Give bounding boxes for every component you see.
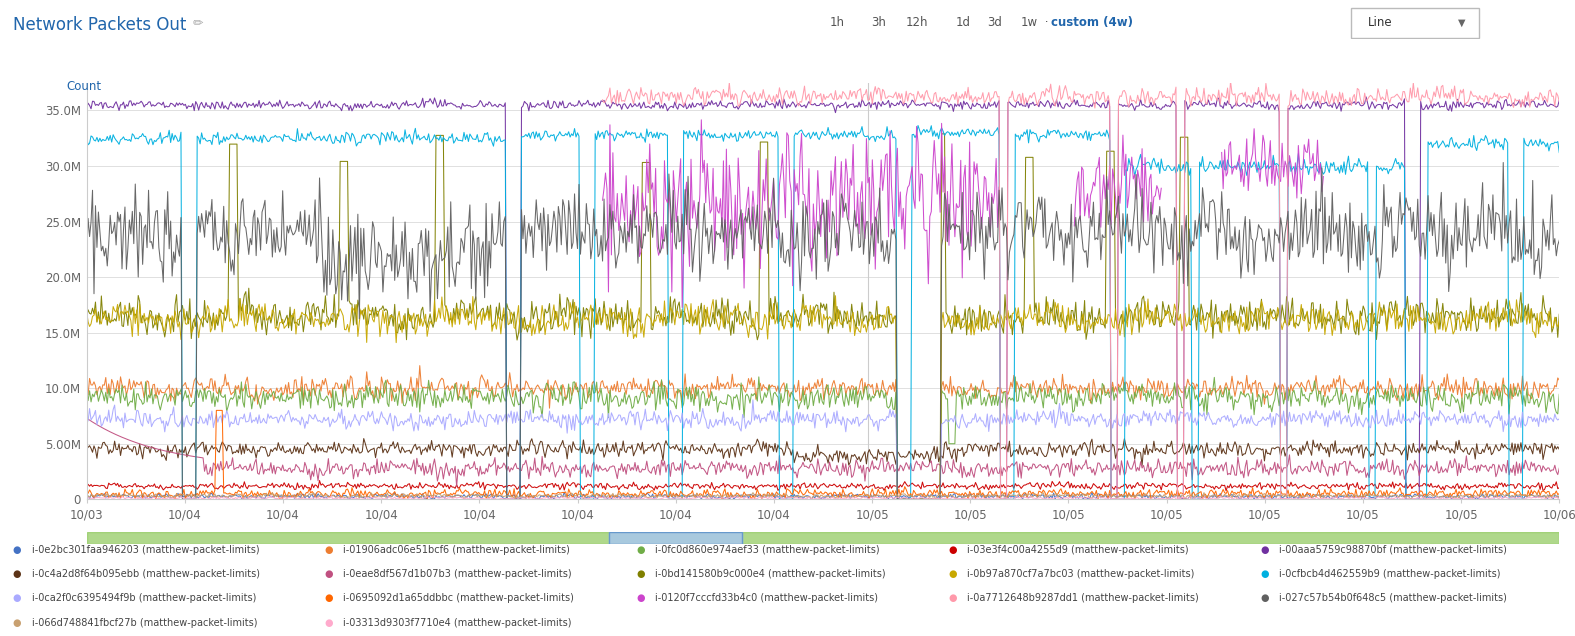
Text: i-0a7712648b9287dd1 (matthew-packet-limits): i-0a7712648b9287dd1 (matthew-packet-limi… xyxy=(967,593,1199,604)
Text: ●: ● xyxy=(13,593,20,604)
Text: i-0bd141580b9c000e4 (matthew-packet-limits): i-0bd141580b9c000e4 (matthew-packet-limi… xyxy=(655,569,885,579)
Text: i-0e2bc301faa946203 (matthew-packet-limits): i-0e2bc301faa946203 (matthew-packet-limi… xyxy=(32,545,260,555)
FancyBboxPatch shape xyxy=(1351,8,1479,38)
Text: 1w: 1w xyxy=(1021,16,1038,29)
Text: ▼: ▼ xyxy=(1458,18,1465,28)
Text: i-03e3f4c00a4255d9 (matthew-packet-limits): i-03e3f4c00a4255d9 (matthew-packet-limit… xyxy=(967,545,1189,555)
Text: ●: ● xyxy=(324,545,332,555)
Text: 1h: 1h xyxy=(830,16,846,29)
Text: ●: ● xyxy=(13,618,20,628)
Text: ●: ● xyxy=(1260,569,1268,579)
Text: ●: ● xyxy=(636,593,644,604)
Text: ●: ● xyxy=(636,569,644,579)
Text: i-0eae8df567d1b07b3 (matthew-packet-limits): i-0eae8df567d1b07b3 (matthew-packet-limi… xyxy=(343,569,572,579)
Text: i-03313d9303f7710e4 (matthew-packet-limits): i-03313d9303f7710e4 (matthew-packet-limi… xyxy=(343,618,572,628)
Text: Network Packets Out: Network Packets Out xyxy=(13,16,186,34)
Text: ·: · xyxy=(1041,16,1049,29)
Text: 12h: 12h xyxy=(906,16,928,29)
Text: i-01906adc06e51bcf6 (matthew-packet-limits): i-01906adc06e51bcf6 (matthew-packet-limi… xyxy=(343,545,570,555)
Text: ●: ● xyxy=(13,569,20,579)
Text: i-0120f7cccfd33b4c0 (matthew-packet-limits): i-0120f7cccfd33b4c0 (matthew-packet-limi… xyxy=(655,593,879,604)
Text: Count: Count xyxy=(66,80,101,92)
Text: ●: ● xyxy=(13,545,20,555)
Text: ●: ● xyxy=(324,593,332,604)
Text: i-0695092d1a65ddbbc (matthew-packet-limits): i-0695092d1a65ddbbc (matthew-packet-limi… xyxy=(343,593,575,604)
Text: i-0ca2f0c6395494f9b (matthew-packet-limits): i-0ca2f0c6395494f9b (matthew-packet-limi… xyxy=(32,593,255,604)
Text: i-0fc0d860e974aef33 (matthew-packet-limits): i-0fc0d860e974aef33 (matthew-packet-limi… xyxy=(655,545,880,555)
Text: ●: ● xyxy=(636,545,644,555)
Text: 3d: 3d xyxy=(988,16,1002,29)
Bar xyxy=(610,532,742,544)
Text: i-0b97a870cf7a7bc03 (matthew-packet-limits): i-0b97a870cf7a7bc03 (matthew-packet-limi… xyxy=(967,569,1194,579)
Text: ●: ● xyxy=(1260,593,1268,604)
Text: i-0c4a2d8f64b095ebb (matthew-packet-limits): i-0c4a2d8f64b095ebb (matthew-packet-limi… xyxy=(32,569,260,579)
Text: i-00aaa5759c98870bf (matthew-packet-limits): i-00aaa5759c98870bf (matthew-packet-limi… xyxy=(1279,545,1507,555)
Text: i-0cfbcb4d462559b9 (matthew-packet-limits): i-0cfbcb4d462559b9 (matthew-packet-limit… xyxy=(1279,569,1501,579)
Text: ●: ● xyxy=(948,569,956,579)
Text: custom (4w): custom (4w) xyxy=(1051,16,1132,29)
Text: 1d: 1d xyxy=(956,16,972,29)
Text: Line: Line xyxy=(1369,17,1392,29)
Text: ●: ● xyxy=(1260,545,1268,555)
Text: ●: ● xyxy=(948,593,956,604)
Text: i-066d748841fbcf27b (matthew-packet-limits): i-066d748841fbcf27b (matthew-packet-limi… xyxy=(32,618,257,628)
Text: ●: ● xyxy=(948,545,956,555)
Text: i-027c57b54b0f648c5 (matthew-packet-limits): i-027c57b54b0f648c5 (matthew-packet-limi… xyxy=(1279,593,1507,604)
Text: ●: ● xyxy=(324,618,332,628)
Text: ●: ● xyxy=(324,569,332,579)
Text: ✏: ✏ xyxy=(192,17,203,30)
Text: 3h: 3h xyxy=(871,16,885,29)
Bar xyxy=(610,532,742,544)
